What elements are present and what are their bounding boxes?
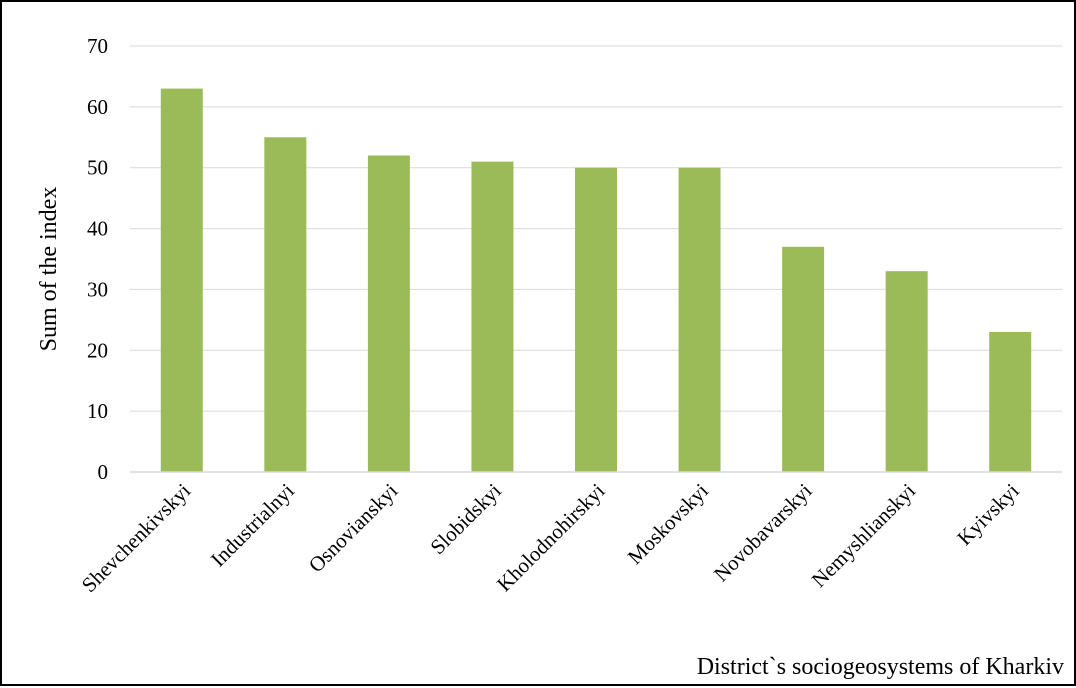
y-tick-label: 60: [87, 95, 108, 119]
x-category-label: Kyivskyi: [952, 478, 1024, 550]
bar: [678, 167, 721, 472]
bars: [160, 88, 1032, 473]
y-tick-label: 20: [87, 338, 108, 362]
y-tick-label: 10: [87, 399, 108, 423]
x-category-label: Shevchenkivskyi: [77, 478, 196, 597]
x-category-label: Osnovianskyi: [304, 478, 403, 577]
bar: [160, 88, 203, 472]
bar: [575, 167, 617, 472]
x-category-label: Kholodnohirskyi: [492, 478, 610, 596]
y-tick-label: 70: [87, 34, 108, 58]
x-category-label: Nemyshlianskyi: [807, 478, 921, 592]
y-tick-label: 40: [87, 217, 108, 241]
x-category-label: Industrialnyi: [206, 478, 299, 571]
y-tick-label: 0: [98, 460, 109, 484]
y-axis-title: Sum of the index: [36, 187, 62, 352]
y-tick-label: 50: [87, 156, 108, 180]
bar: [367, 155, 410, 473]
bar: [471, 161, 514, 472]
bar: [885, 271, 928, 472]
bar: [782, 246, 825, 472]
x-category-label: Novobavarskyi: [709, 478, 817, 586]
x-category-label: Slobidskyi: [425, 478, 506, 559]
x-axis-title: District`s sociogeosystems of Kharkiv: [697, 654, 1064, 680]
bar: [264, 137, 307, 473]
x-category-label: Moskovskyi: [623, 478, 714, 569]
y-tick-label: 30: [87, 277, 108, 301]
x-axis-category-labels: Shevchenkivskyi Industrialnyi Osnovianskyi…: [77, 478, 1024, 597]
bar: [989, 332, 1032, 472]
y-axis-ticks: 0 10 20 30 40 50 60 70: [87, 34, 108, 484]
